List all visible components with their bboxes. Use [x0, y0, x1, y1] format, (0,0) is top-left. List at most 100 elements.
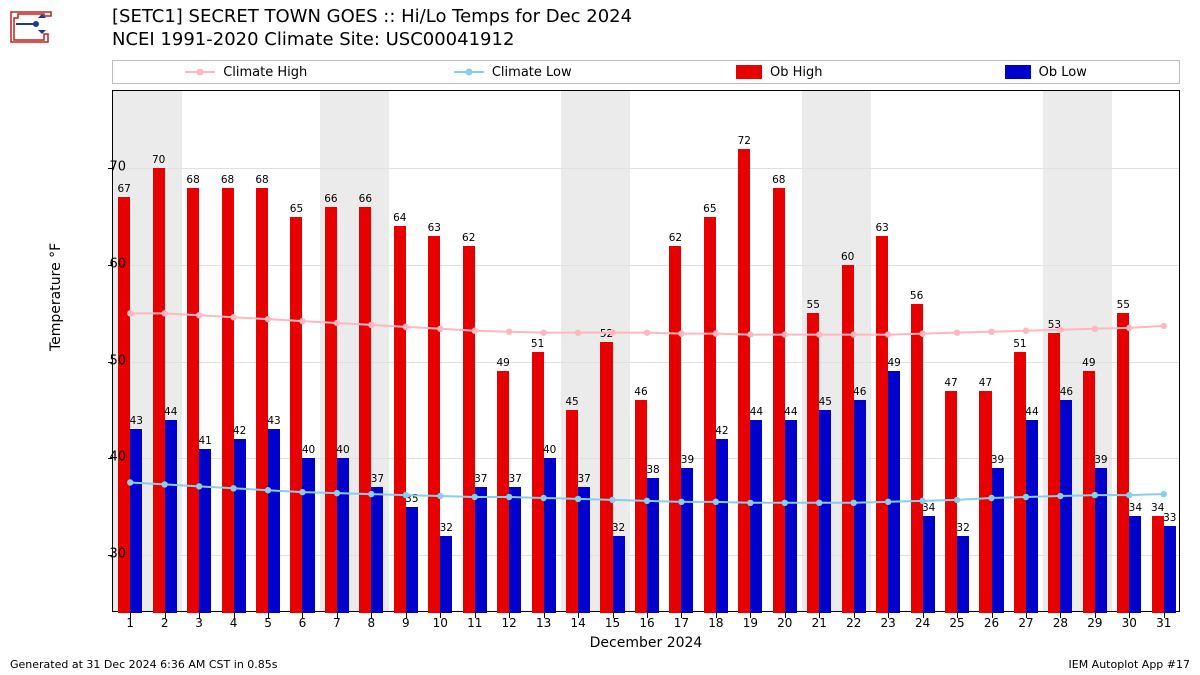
climate-low-marker: [678, 499, 684, 505]
iem-logo: [6, 4, 56, 44]
climate-high-marker: [196, 312, 202, 318]
x-tick-label: 3: [195, 616, 203, 630]
climate-low-marker: [747, 500, 753, 506]
plot-area: 6743170442684136842468435654066640766378…: [112, 90, 1180, 612]
x-axis-label: December 2024: [112, 635, 1180, 651]
climate-high-marker: [1057, 327, 1063, 333]
x-tick-label: 28: [1053, 616, 1068, 630]
x-tick-label: 17: [674, 616, 689, 630]
climate-high-marker: [609, 329, 615, 335]
climate-high-marker: [265, 316, 271, 322]
climate-low-marker: [713, 499, 719, 505]
legend-climate-low: Climate Low: [380, 65, 647, 80]
climate-high-marker: [506, 329, 512, 335]
x-tick-label: 6: [299, 616, 307, 630]
climate-high-marker: [851, 331, 857, 337]
climate-high-marker: [816, 331, 822, 337]
title-line-1: [SETC1] SECRET TOWN GOES :: Hi/Lo Temps …: [112, 6, 632, 29]
x-tick-label: 25: [949, 616, 964, 630]
climate-high-marker: [230, 314, 236, 320]
climate-high-marker: [678, 330, 684, 336]
x-tick-label: 19: [743, 616, 758, 630]
climate-high-marker: [161, 310, 167, 316]
climate-high-marker: [1126, 325, 1132, 331]
climate-low-marker: [1161, 491, 1167, 497]
climate-high-marker: [782, 331, 788, 337]
climate-high-marker: [885, 331, 891, 337]
climate-high-marker: [437, 326, 443, 332]
x-tick-label: 31: [1156, 616, 1171, 630]
climate-high-marker: [127, 310, 133, 316]
climate-low-marker: [816, 500, 822, 506]
climate-high-marker: [575, 329, 581, 335]
x-tick-label: 8: [368, 616, 376, 630]
y-tick-label: 50: [86, 353, 126, 368]
climate-low-marker: [575, 496, 581, 502]
climate-low-marker: [851, 500, 857, 506]
climate-low-marker: [782, 500, 788, 506]
climate-low-marker: [230, 485, 236, 491]
climate-low-marker: [265, 487, 271, 493]
climate-low-marker: [919, 498, 925, 504]
climate-low-marker: [1092, 492, 1098, 498]
x-tick-label: 7: [333, 616, 341, 630]
climate-low-marker: [437, 493, 443, 499]
x-tick-label: 13: [536, 616, 551, 630]
climate-low-marker: [1023, 494, 1029, 500]
y-tick-label: 60: [86, 257, 126, 272]
climate-low-marker: [334, 490, 340, 496]
footer-app: IEM Autoplot App #17: [1069, 658, 1191, 671]
x-tick-label: 20: [777, 616, 792, 630]
climate-low-marker: [161, 481, 167, 487]
y-tick-label: 40: [86, 450, 126, 465]
x-tick-label: 5: [264, 616, 272, 630]
x-tick-label: 11: [467, 616, 482, 630]
climate-low-marker: [472, 494, 478, 500]
footer-generated: Generated at 31 Dec 2024 6:36 AM CST in …: [10, 658, 278, 671]
climate-low-marker: [1057, 493, 1063, 499]
climate-high-marker: [1092, 326, 1098, 332]
climate-high-marker: [919, 330, 925, 336]
x-tick-label: 4: [230, 616, 238, 630]
title-line-2: NCEI 1991-2020 Climate Site: USC00041912: [112, 29, 632, 52]
legend: Climate High Climate Low Ob High Ob Low: [112, 60, 1180, 84]
x-tick-label: 18: [708, 616, 723, 630]
climate-low-marker: [988, 495, 994, 501]
climate-low-marker: [196, 483, 202, 489]
climate-high-marker: [988, 329, 994, 335]
x-tick-label: 26: [984, 616, 999, 630]
climate-high-marker: [954, 329, 960, 335]
y-axis-label: Temperature °F: [48, 243, 64, 351]
climate-low-marker: [299, 489, 305, 495]
x-tick-label: 29: [1087, 616, 1102, 630]
x-tick-label: 27: [1018, 616, 1033, 630]
climate-high-marker: [713, 330, 719, 336]
legend-label: Climate High: [223, 65, 307, 80]
climate-low-marker: [540, 495, 546, 501]
climate-high-marker: [299, 318, 305, 324]
x-tick-label: 30: [1122, 616, 1137, 630]
legend-label: Climate Low: [492, 65, 572, 80]
x-tick-label: 24: [915, 616, 930, 630]
x-tick-label: 10: [433, 616, 448, 630]
climate-high-marker: [540, 329, 546, 335]
climate-low-marker: [1126, 492, 1132, 498]
x-tick-label: 22: [846, 616, 861, 630]
legend-ob-high: Ob High: [646, 65, 913, 80]
x-tick-label: 2: [161, 616, 169, 630]
climate-low-marker: [954, 497, 960, 503]
climate-low-marker: [368, 491, 374, 497]
climate-low-marker: [609, 497, 615, 503]
legend-ob-low: Ob Low: [913, 65, 1180, 80]
climate-high-marker: [747, 331, 753, 337]
legend-climate-high: Climate High: [113, 65, 380, 80]
climate-high-marker: [472, 328, 478, 334]
legend-label: Ob Low: [1039, 65, 1087, 80]
x-tick-label: 14: [570, 616, 585, 630]
y-tick-label: 30: [86, 547, 126, 562]
climate-high-marker: [1161, 323, 1167, 329]
climate-high-marker: [368, 322, 374, 328]
chart-title: [SETC1] SECRET TOWN GOES :: Hi/Lo Temps …: [112, 6, 632, 51]
climate-high-marker: [644, 329, 650, 335]
climate-lines: [113, 91, 1179, 611]
